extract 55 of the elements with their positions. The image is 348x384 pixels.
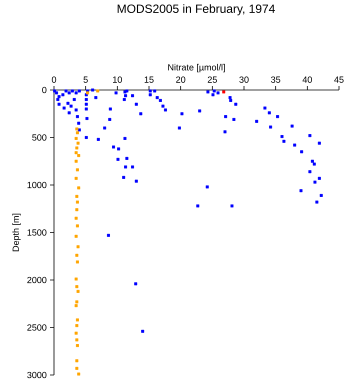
point — [76, 200, 79, 204]
chart-title: MODS2005 in February, 1974 — [118, 4, 275, 16]
point — [76, 318, 79, 322]
point — [74, 304, 78, 308]
x-tick-label: 40 — [302, 76, 312, 83]
x-tick-label: 45 — [334, 76, 344, 83]
y-tick-label: 0 — [42, 86, 46, 94]
x-tick-label: 35 — [271, 76, 280, 83]
point — [75, 254, 78, 257]
y-tick-label: 2500 — [27, 324, 46, 331]
x-tick-label: 30 — [239, 76, 249, 83]
x-tick-label: 10 — [113, 76, 122, 83]
point — [75, 194, 78, 198]
y-axis-title: Depth [m] — [12, 214, 21, 252]
point — [75, 208, 78, 212]
point — [77, 186, 80, 190]
x-tick-label: 0 — [52, 76, 56, 83]
point — [74, 160, 78, 163]
point — [74, 176, 78, 180]
x-axis-title: Nitrate [µmol/l] — [168, 64, 225, 72]
point — [75, 127, 78, 130]
y-tick-label: 3000 — [27, 372, 46, 378]
point — [75, 146, 78, 150]
point — [222, 90, 226, 94]
point — [77, 154, 80, 158]
point — [75, 359, 78, 362]
x-tick-label: 25 — [208, 76, 217, 83]
point — [76, 131, 79, 134]
y-tick-label: 1000 — [28, 182, 46, 188]
point — [76, 260, 79, 264]
y-tick-label: 500 — [32, 134, 46, 141]
point — [74, 151, 78, 154]
point — [76, 168, 79, 172]
point — [74, 234, 78, 238]
point — [75, 338, 78, 342]
point — [74, 332, 78, 335]
point — [77, 372, 80, 376]
point — [74, 136, 78, 140]
x-tick-label: 15 — [144, 76, 154, 83]
point — [96, 89, 100, 92]
point — [74, 216, 78, 220]
point — [76, 344, 79, 348]
y-tick-label: 2000 — [27, 276, 46, 284]
point — [75, 300, 78, 304]
y-tick-label: 1500 — [28, 229, 46, 236]
x-tick-label: 5 — [84, 76, 88, 83]
point — [75, 324, 78, 328]
point — [76, 224, 79, 228]
point — [76, 245, 80, 248]
x-tick-label: 20 — [176, 76, 186, 83]
point — [75, 285, 78, 288]
point — [74, 278, 78, 281]
point — [76, 290, 80, 293]
point — [76, 142, 80, 145]
point — [75, 366, 78, 370]
